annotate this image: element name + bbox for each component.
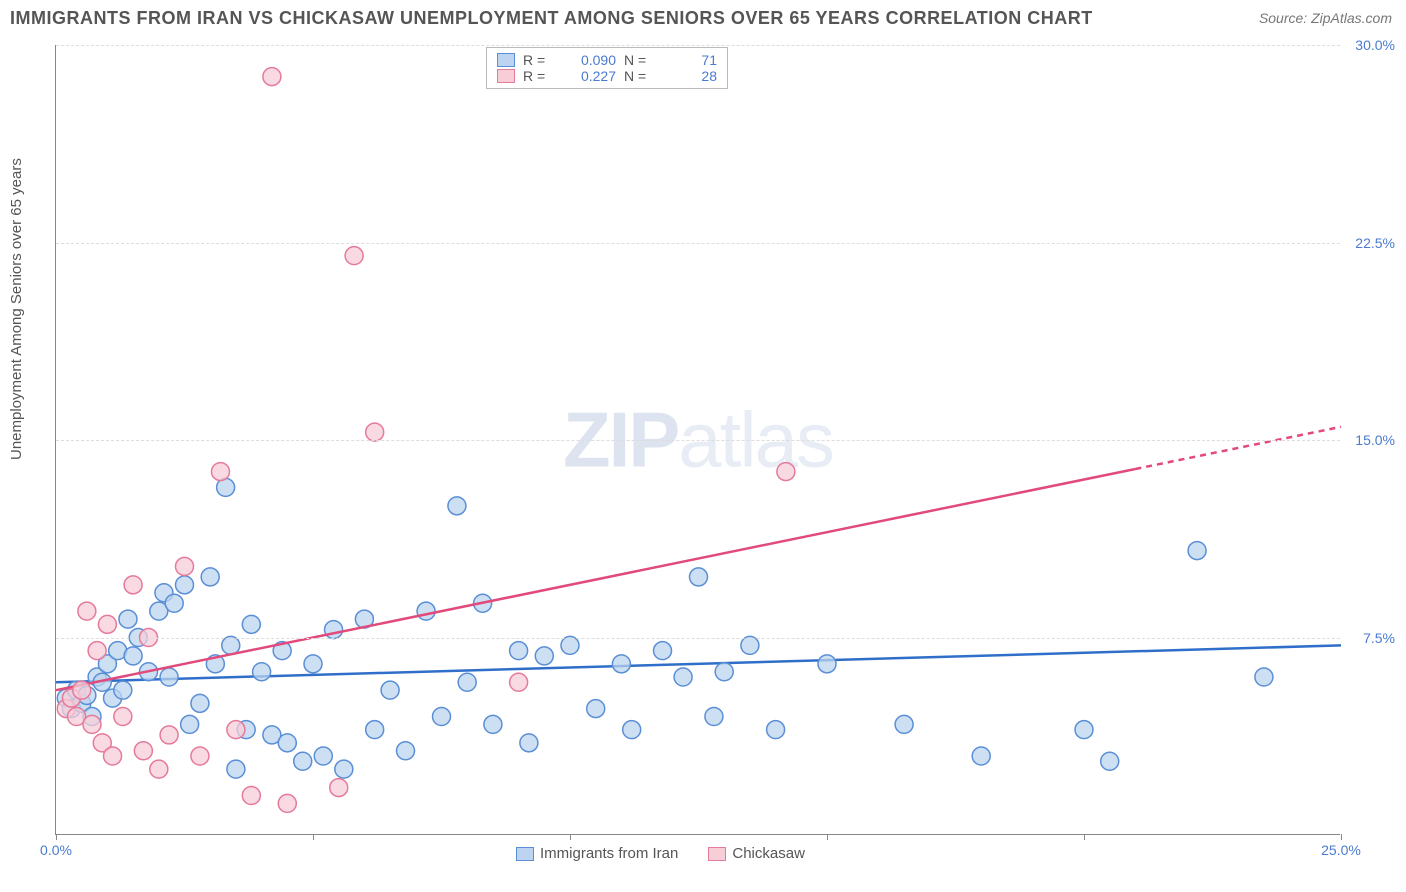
y-tick-label: 7.5% [1363, 630, 1395, 646]
x-tick-label: 25.0% [1321, 842, 1361, 858]
chart-title: IMMIGRANTS FROM IRAN VS CHICKASAW UNEMPL… [10, 8, 1093, 29]
legend-n-label: N = [624, 52, 654, 68]
legend-stat-row: R = 0.090 N = 71 [497, 52, 717, 68]
y-tick-label: 15.0% [1355, 432, 1395, 448]
legend-r-value: 0.227 [561, 68, 616, 84]
legend-stat-row: R = 0.227 N = 28 [497, 68, 717, 84]
legend-swatch [497, 69, 515, 83]
gridline [56, 440, 1340, 441]
x-tick-mark [1341, 834, 1342, 840]
legend-swatch [497, 53, 515, 67]
legend-r-label: R = [523, 68, 553, 84]
legend-series: Immigrants from Iran Chickasaw [516, 845, 805, 862]
y-tick-label: 30.0% [1355, 37, 1395, 53]
gridline [56, 638, 1340, 639]
legend-label: Immigrants from Iran [540, 845, 678, 862]
legend-item: Chickasaw [708, 845, 805, 862]
legend-label: Chickasaw [732, 845, 805, 862]
gridline [56, 45, 1340, 46]
x-tick-mark [1084, 834, 1085, 840]
x-tick-mark [313, 834, 314, 840]
plot-area: ZIPatlas R =0.090N =71R =0.227N =28 Immi… [55, 45, 1340, 835]
x-tick-mark [56, 834, 57, 840]
legend-r-label: R = [523, 52, 553, 68]
legend-n-label: N = [624, 68, 654, 84]
y-axis-label: Unemployment Among Seniors over 65 years [8, 158, 25, 460]
legend-swatch [708, 847, 726, 861]
gridline [56, 243, 1340, 244]
y-tick-label: 22.5% [1355, 235, 1395, 251]
legend-item: Immigrants from Iran [516, 845, 678, 862]
x-tick-label: 0.0% [40, 842, 72, 858]
legend-n-value: 71 [662, 52, 717, 68]
legend-swatch [516, 847, 534, 861]
x-tick-mark [570, 834, 571, 840]
x-tick-mark [827, 834, 828, 840]
legend-r-value: 0.090 [561, 52, 616, 68]
source-attribution: Source: ZipAtlas.com [1259, 10, 1392, 26]
legend-stats: R = 0.090 N = 71 R = 0.227 N = 28 [486, 47, 728, 89]
legend-n-value: 28 [662, 68, 717, 84]
